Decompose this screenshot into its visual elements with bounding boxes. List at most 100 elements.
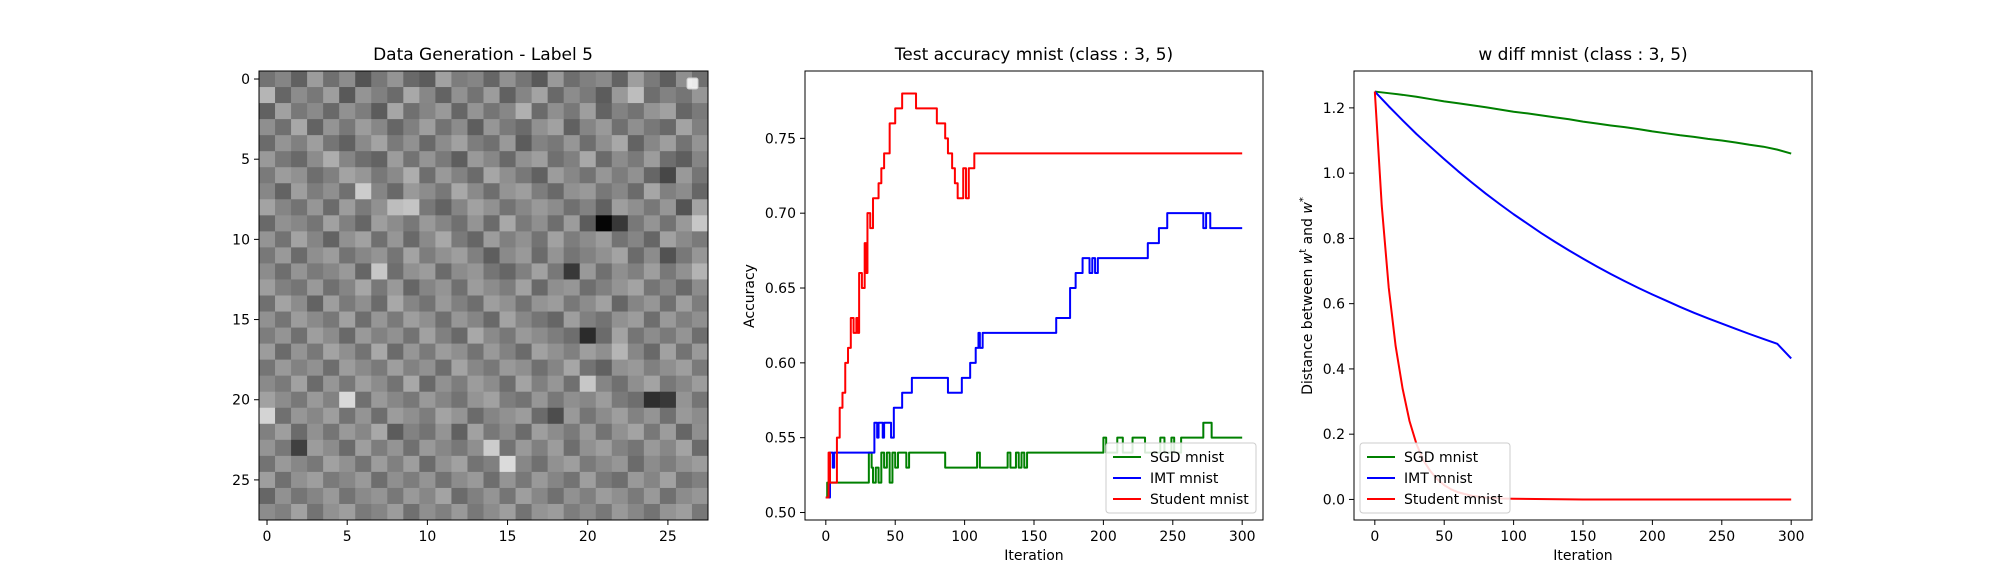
image-cell	[659, 119, 677, 136]
image-cell	[515, 263, 533, 280]
image-cell	[515, 87, 533, 104]
image-cell	[323, 199, 340, 216]
image-cell	[483, 151, 500, 168]
image-cell	[291, 407, 308, 425]
image-cell	[675, 151, 693, 168]
image-cell	[659, 503, 677, 521]
image-cell	[691, 455, 709, 473]
image-cell	[611, 183, 629, 200]
image-cell	[627, 359, 645, 377]
image-cell	[275, 471, 292, 489]
image-cell	[451, 199, 468, 216]
image-cell	[563, 423, 581, 441]
image-cell	[627, 487, 645, 505]
image-cell	[563, 391, 581, 409]
image-cell	[675, 103, 693, 120]
image-cell	[435, 135, 452, 152]
image-cell	[323, 119, 340, 136]
image-cell	[371, 151, 388, 168]
image-cell	[691, 391, 709, 409]
image-cell	[515, 487, 533, 505]
image-cell	[499, 263, 516, 280]
image-cell	[659, 87, 677, 104]
image-cell	[403, 247, 420, 264]
image-cell	[467, 263, 484, 280]
image-legend-box	[686, 77, 699, 90]
image-cell	[355, 103, 372, 120]
image-cell	[259, 167, 276, 184]
image-cell	[691, 199, 709, 216]
image-cell	[275, 199, 292, 216]
image-cell	[355, 295, 372, 312]
image-x-tick-label: 10	[418, 529, 436, 545]
image-x-ticks: 0 5 10 15 20 25	[263, 520, 677, 545]
image-cell	[451, 359, 468, 377]
accuracy-x-tick-label: 100	[951, 529, 978, 545]
image-cell	[483, 295, 500, 312]
image-cell	[307, 167, 324, 184]
image-cell	[643, 135, 661, 152]
image-cell	[259, 151, 276, 168]
image-cell	[403, 487, 420, 505]
image-cell	[515, 343, 533, 361]
image-cell	[483, 135, 500, 152]
image-cell	[355, 311, 372, 328]
image-cell	[627, 471, 645, 489]
image-cell	[691, 375, 709, 393]
image-cell	[483, 327, 500, 345]
image-cell	[531, 375, 549, 393]
accuracy-panel: Test accuracy mnist (class : 3, 5) 0 50 10…	[742, 45, 1264, 564]
image-cell	[691, 471, 709, 489]
image-cell	[259, 487, 276, 505]
image-cell	[579, 343, 597, 361]
image-cell	[627, 423, 645, 441]
image-cell	[483, 119, 500, 136]
image-cell	[275, 167, 292, 184]
image-cell	[371, 103, 388, 120]
image-cell	[499, 359, 516, 377]
image-cell	[547, 151, 565, 168]
image-cell	[691, 231, 709, 248]
image-cell	[483, 263, 500, 280]
image-cell	[467, 455, 484, 473]
image-cell	[323, 135, 340, 152]
image-cell	[627, 119, 645, 136]
image-cell	[419, 295, 436, 312]
image-cell	[483, 183, 500, 200]
image-cell	[515, 423, 533, 441]
image-cell	[659, 231, 677, 248]
image-cell	[339, 295, 356, 312]
image-cell	[467, 199, 484, 216]
image-cell	[291, 375, 308, 393]
image-cell	[323, 375, 340, 393]
image-cell	[387, 359, 404, 377]
image-cell	[675, 279, 693, 296]
image-cell	[419, 327, 436, 345]
image-cell	[579, 279, 597, 296]
image-cell	[659, 471, 677, 489]
image-cell	[579, 439, 597, 457]
image-cell	[291, 503, 308, 521]
image-y-tick-label: 10	[232, 232, 250, 248]
wdiff-x-tick-label: 100	[1500, 529, 1527, 545]
image-cell	[675, 407, 693, 425]
image-cell	[323, 87, 340, 104]
image-cell	[595, 231, 613, 248]
image-cell	[451, 247, 468, 264]
image-cell	[499, 455, 516, 473]
image-cell	[387, 295, 404, 312]
image-cell	[259, 295, 276, 312]
image-cell	[275, 263, 292, 280]
image-cell	[291, 215, 308, 232]
image-cell	[339, 327, 356, 345]
image-cell	[371, 439, 388, 457]
image-cell	[435, 503, 452, 521]
image-cell	[675, 487, 693, 505]
image-cell	[627, 391, 645, 409]
image-cell	[403, 503, 420, 521]
image-cell	[403, 103, 420, 120]
image-cell	[595, 135, 613, 152]
image-cell	[611, 391, 629, 409]
image-cell	[259, 263, 276, 280]
